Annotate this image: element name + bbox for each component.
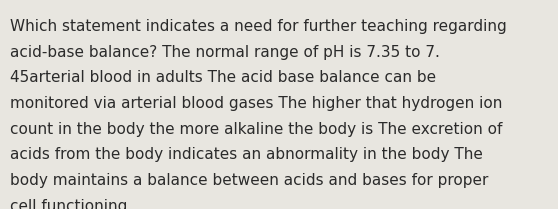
- Text: count in the body the more alkaline the body is The excretion of: count in the body the more alkaline the …: [10, 122, 502, 137]
- Text: monitored via arterial blood gases The higher that hydrogen ion: monitored via arterial blood gases The h…: [10, 96, 502, 111]
- Text: acids from the body indicates an abnormality in the body The: acids from the body indicates an abnorma…: [10, 147, 483, 162]
- Text: acid-base balance? The normal range of pH is 7.35 to 7.: acid-base balance? The normal range of p…: [10, 45, 440, 60]
- Text: Which statement indicates a need for further teaching regarding: Which statement indicates a need for fur…: [10, 19, 507, 34]
- Text: body maintains a balance between acids and bases for proper: body maintains a balance between acids a…: [10, 173, 488, 188]
- Text: 45arterial blood in adults The acid base balance can be: 45arterial blood in adults The acid base…: [10, 70, 436, 85]
- Text: cell functioning: cell functioning: [10, 199, 127, 209]
